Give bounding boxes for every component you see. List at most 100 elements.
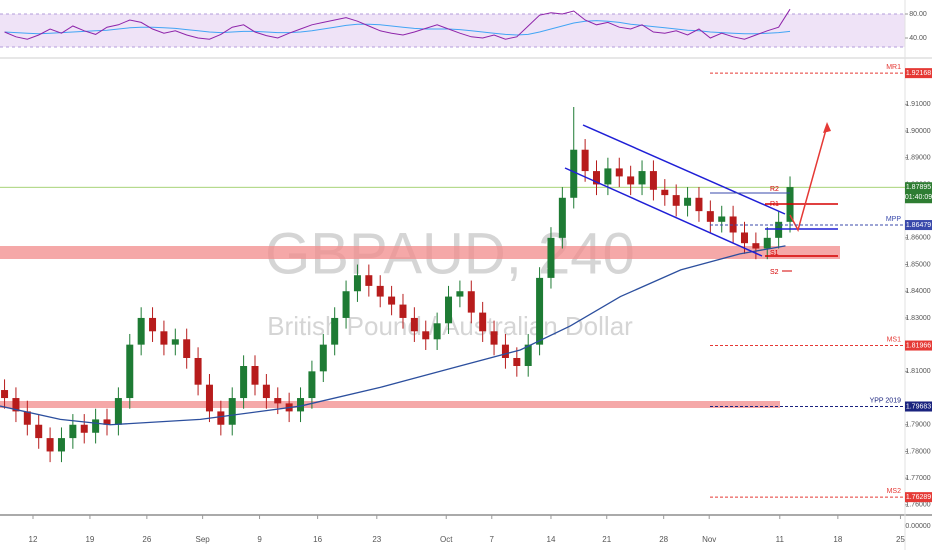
x-tick-label: 7 bbox=[490, 535, 495, 544]
candle-body bbox=[12, 398, 20, 412]
candle-body bbox=[775, 221, 783, 238]
x-tick-label: 28 bbox=[659, 535, 668, 544]
candle-body bbox=[593, 171, 601, 185]
arrow-head bbox=[823, 122, 831, 133]
candle-body bbox=[319, 344, 327, 372]
candle-body bbox=[740, 232, 748, 244]
x-tick-label: Sep bbox=[196, 535, 211, 544]
candle-body bbox=[35, 424, 43, 439]
price-box bbox=[905, 340, 932, 351]
channel-line bbox=[564, 167, 763, 257]
level-name: MPP bbox=[886, 216, 902, 223]
candle-body bbox=[240, 366, 248, 399]
candle-body bbox=[718, 216, 726, 222]
candle-body bbox=[171, 339, 179, 345]
x-tick-label: 11 bbox=[776, 535, 785, 544]
price-box bbox=[905, 220, 932, 231]
candle-body bbox=[547, 237, 555, 278]
candle-body bbox=[92, 419, 100, 433]
y-tick-label: 1.83000 bbox=[905, 315, 930, 322]
candle-body bbox=[308, 371, 316, 399]
level-name: YPP 2019 bbox=[870, 397, 902, 404]
candle-body bbox=[23, 411, 31, 425]
candle-body bbox=[228, 398, 236, 425]
level-name: MR1 bbox=[886, 64, 901, 71]
rsi-line bbox=[4, 8, 791, 40]
pivot-label: R1 bbox=[770, 201, 779, 208]
y-tick-label: 1.89000 bbox=[905, 155, 930, 162]
candle-body bbox=[501, 344, 509, 358]
candle-body bbox=[684, 197, 692, 206]
zone bbox=[0, 246, 840, 259]
candle-body bbox=[205, 384, 213, 412]
candle-body bbox=[149, 317, 157, 332]
pivot-label: S2 bbox=[770, 269, 779, 276]
y-tick-label: 1.81000 bbox=[905, 368, 930, 375]
level-name: MS2 bbox=[887, 488, 902, 495]
moving-average bbox=[0, 245, 786, 426]
candle-body bbox=[353, 275, 361, 292]
rsi-line bbox=[4, 20, 791, 36]
price-box bbox=[905, 68, 932, 79]
candle-body bbox=[126, 344, 134, 399]
candle-body bbox=[331, 317, 339, 345]
level-name: MS1 bbox=[887, 336, 902, 343]
candle-body bbox=[729, 216, 737, 233]
x-tick-label: 14 bbox=[547, 535, 556, 544]
y-tick-label: 1.90000 bbox=[905, 128, 930, 135]
price-box-label: 1.86479 bbox=[906, 222, 931, 229]
candle-body bbox=[570, 149, 578, 198]
candle-body bbox=[445, 296, 453, 324]
candle-body bbox=[604, 168, 612, 185]
countdown: 01:40:09 bbox=[905, 194, 932, 201]
y-tick-label: 1.84000 bbox=[905, 288, 930, 295]
candle-body bbox=[672, 195, 680, 206]
y-tick-label: 1.91000 bbox=[905, 101, 930, 108]
candle-body bbox=[661, 189, 669, 196]
candle-body bbox=[490, 331, 498, 345]
pivot-label: R2 bbox=[770, 186, 779, 193]
price-box-label: 1.92168 bbox=[906, 70, 931, 77]
y-tick-label: 1.86000 bbox=[905, 235, 930, 242]
candle-body bbox=[558, 197, 566, 238]
price-box bbox=[905, 182, 932, 204]
candle-body bbox=[251, 366, 259, 385]
candle-body bbox=[114, 398, 122, 425]
y-tick-label: 1.76000 bbox=[905, 502, 930, 509]
price-box-label: 1.76289 bbox=[906, 494, 931, 501]
candle-body bbox=[1, 390, 9, 399]
candle-body bbox=[365, 275, 373, 286]
candle-body bbox=[388, 296, 396, 305]
candle-body bbox=[137, 317, 145, 345]
candle-body bbox=[183, 339, 191, 358]
x-tick-label: 23 bbox=[372, 535, 381, 544]
x-tick-label: 26 bbox=[142, 535, 151, 544]
x-tick-label: 18 bbox=[833, 535, 842, 544]
candle-body bbox=[536, 277, 544, 345]
candle-body bbox=[376, 285, 384, 297]
candle-body bbox=[422, 331, 430, 340]
candle-body bbox=[649, 171, 657, 190]
price-box-label: 1.87895 bbox=[906, 184, 931, 191]
price-box-label: 1.79683 bbox=[906, 403, 931, 410]
rsi-tick-label: 40.00 bbox=[909, 35, 927, 42]
price-box bbox=[905, 492, 932, 503]
candle-body bbox=[752, 243, 760, 249]
candle-body bbox=[467, 291, 475, 313]
price-box-label: 1.81966 bbox=[906, 342, 931, 349]
candle-body bbox=[342, 291, 350, 318]
candle-body bbox=[410, 317, 418, 332]
candle-body bbox=[524, 344, 532, 367]
candle-body bbox=[103, 419, 111, 425]
candle-body bbox=[581, 149, 589, 172]
y-tick-label: 1.85000 bbox=[905, 261, 930, 268]
y-tick-label: 1.79000 bbox=[905, 422, 930, 429]
candle-body bbox=[57, 438, 65, 452]
candle-body bbox=[399, 304, 407, 318]
x-tick-label: 19 bbox=[85, 535, 94, 544]
candle-body bbox=[194, 357, 202, 385]
candle-body bbox=[217, 411, 225, 425]
candle-body bbox=[695, 197, 703, 212]
candle-body bbox=[763, 237, 771, 249]
